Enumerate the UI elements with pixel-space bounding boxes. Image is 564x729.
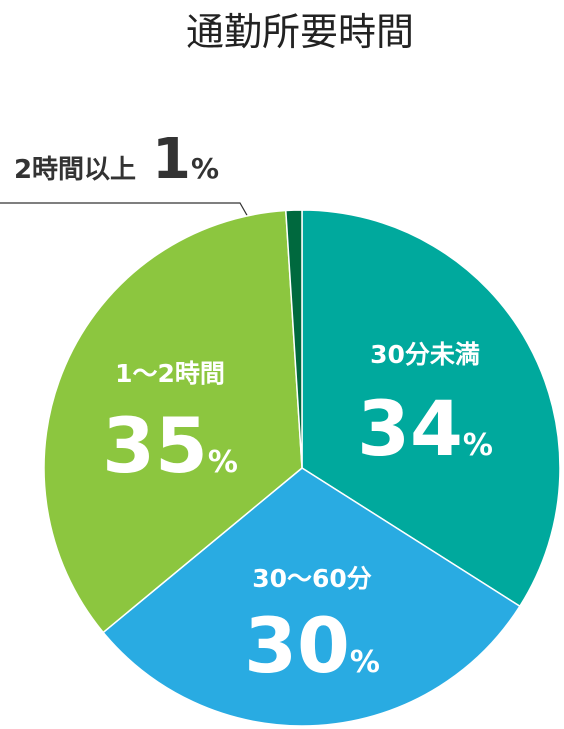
pie-slice — [102, 467, 521, 727]
slice-value: 35% — [102, 401, 238, 490]
pie-slice — [43, 209, 303, 634]
value-number: 35 — [102, 401, 208, 490]
slice-name: 30分未満 — [370, 340, 480, 369]
value-unit: % — [191, 152, 219, 185]
slice-name: 2時間以上 — [14, 155, 136, 185]
value-unit: % — [208, 445, 238, 480]
pie-slice — [285, 209, 303, 469]
value-number: 1 — [152, 127, 191, 192]
slice-name: 1〜2時間 — [115, 359, 225, 388]
value-unit: % — [463, 428, 493, 463]
slice-value: 30% — [244, 601, 380, 690]
value-unit: % — [350, 645, 380, 680]
value-number: 34 — [357, 384, 463, 473]
value-number: 30 — [244, 601, 350, 690]
slice-value: 34% — [357, 384, 493, 473]
slice-value: 1% — [152, 127, 219, 192]
chart-title: 通勤所要時間 — [186, 10, 414, 54]
pie-slice — [301, 209, 561, 608]
slice-name: 30〜60分 — [252, 564, 372, 593]
